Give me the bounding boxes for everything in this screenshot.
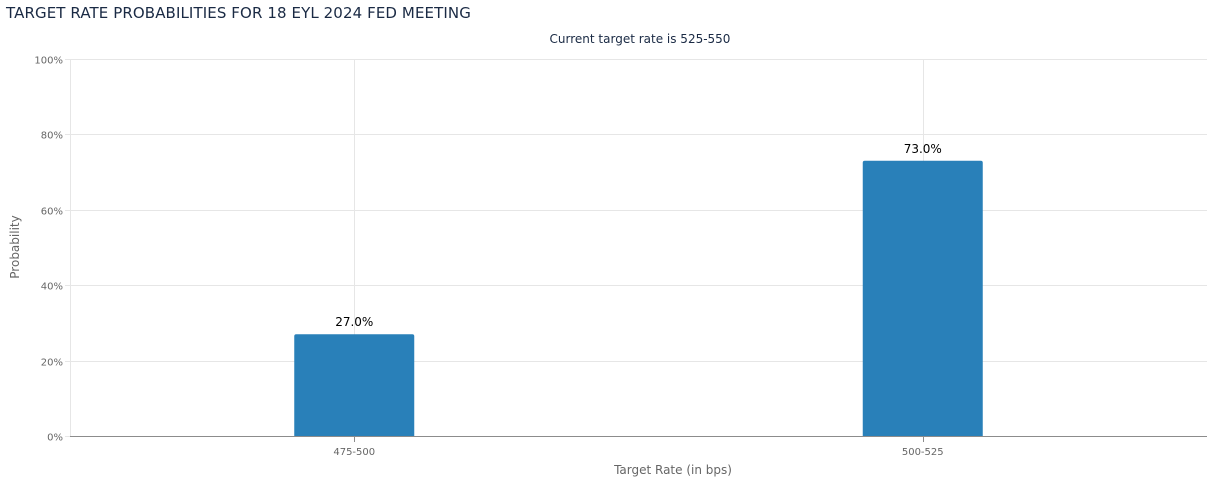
bar-475-500: [294, 334, 415, 436]
bar-500-525: [862, 160, 983, 437]
data-label: 27.0%: [335, 315, 373, 329]
x-tick-label: 500-525: [902, 447, 944, 458]
data-labels: 27.0% 73.0%: [335, 142, 942, 329]
gridlines: [70, 59, 1207, 436]
y-tick-label: 0%: [47, 433, 63, 444]
x-axis-title: Target Rate (in bps): [613, 463, 732, 477]
y-tick-label: 60%: [41, 207, 63, 218]
x-tick-label: 475-500: [333, 447, 375, 458]
data-label: 73.0%: [904, 142, 942, 156]
y-axis: 0% 20% 40% 60% 80% 100%: [34, 56, 71, 444]
chart-subtitle: Current target rate is 525-550: [550, 32, 731, 46]
y-tick-label: 20%: [41, 358, 63, 369]
y-tick-label: 100%: [34, 56, 63, 67]
bars: [294, 160, 983, 437]
y-tick-label: 80%: [41, 131, 63, 142]
page-title: TARGET RATE PROBABILITIES FOR 18 EYL 202…: [6, 4, 471, 22]
y-axis-title: Probability: [8, 215, 22, 278]
x-axis: 475-500 500-525: [70, 436, 1207, 458]
y-tick-label: 40%: [41, 282, 63, 293]
